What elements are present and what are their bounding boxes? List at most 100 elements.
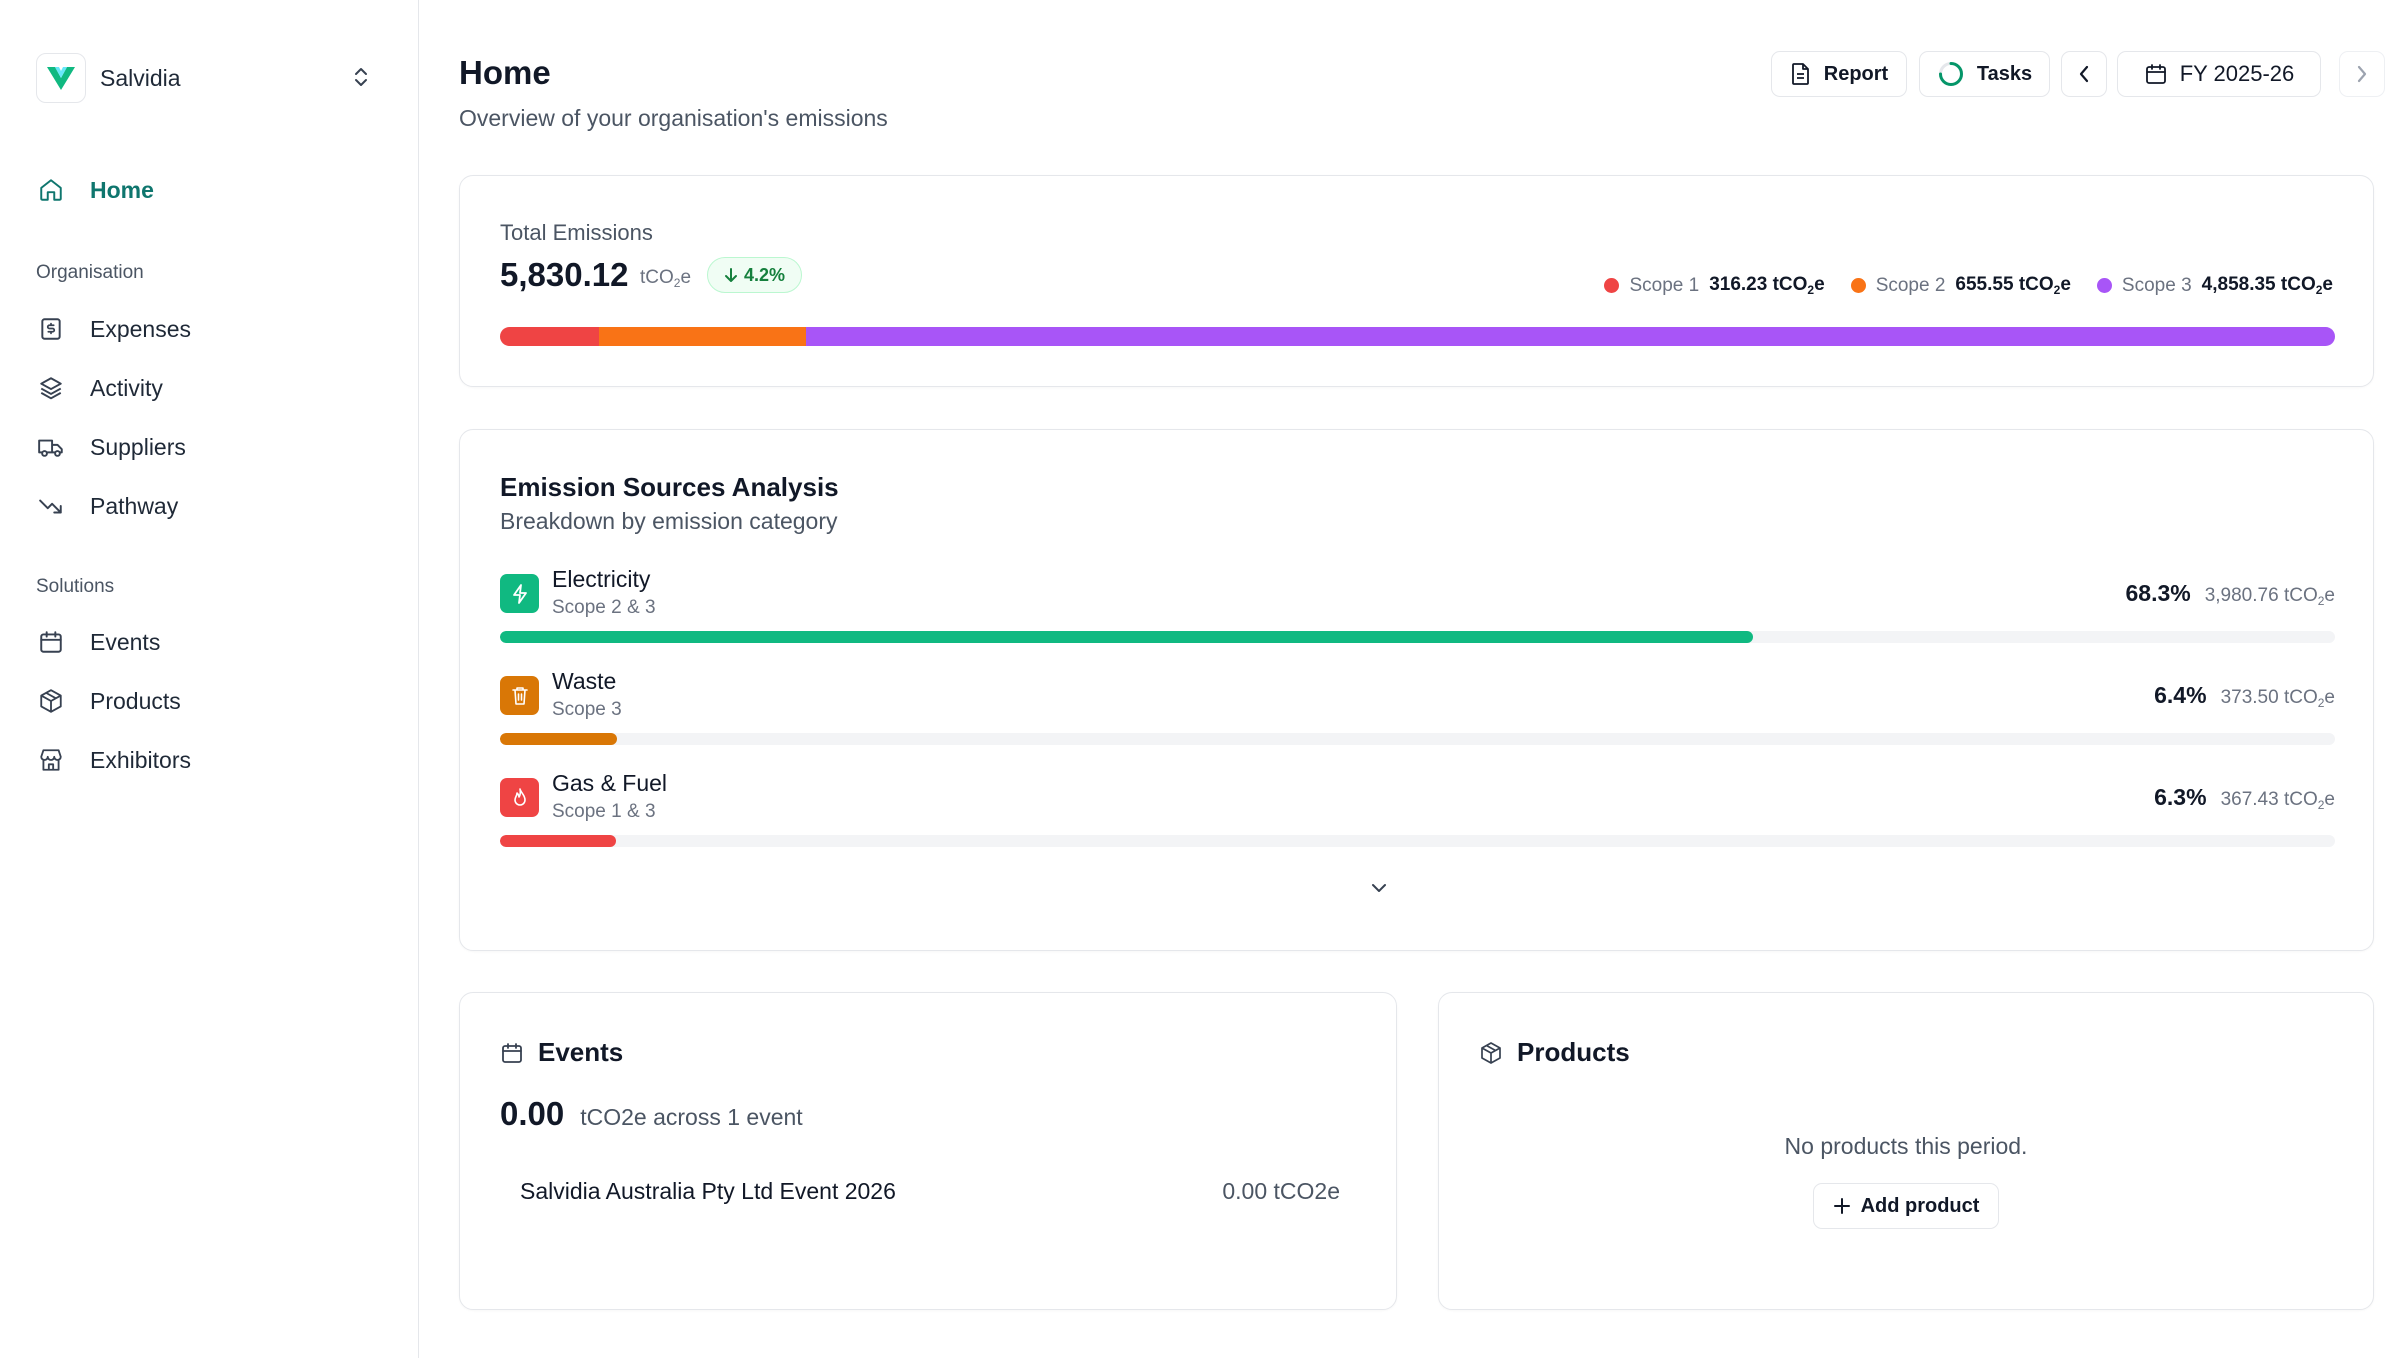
source-name: Waste xyxy=(552,668,617,694)
sidebar-item-products[interactable]: Products xyxy=(36,679,181,723)
source-row-gas-fuel[interactable]: Gas & Fuel Scope 1 & 3 6.3% 367.43 tCO2e xyxy=(500,770,2335,860)
legend-name: Scope 2 xyxy=(1875,274,1946,296)
store-icon xyxy=(36,745,66,775)
package-icon xyxy=(36,686,66,716)
legend-name: Scope 1 xyxy=(1629,274,1700,296)
event-row[interactable]: Salvidia Australia Pty Ltd Event 2026 0.… xyxy=(520,1178,1340,1205)
source-progress-track xyxy=(500,733,2335,745)
events-total: 0.00 tCO2e across 1 event xyxy=(500,1095,803,1133)
source-name: Gas & Fuel xyxy=(552,770,668,796)
page-subtitle: Overview of your organisation's emission… xyxy=(459,105,888,131)
receipt-icon xyxy=(36,314,66,344)
prev-period-button[interactable] xyxy=(2061,51,2107,97)
next-period-button[interactable] xyxy=(2339,51,2385,97)
source-percent: 6.4% xyxy=(2154,682,2207,708)
source-amount: 367.43 tCO2e xyxy=(2220,789,2335,812)
sidebar: Salvidia Home Organisation Expenses Acti… xyxy=(0,0,419,1358)
source-row-electricity[interactable]: Electricity Scope 2 & 3 68.3% 3,980.76 t… xyxy=(500,566,2335,656)
tasks-label: Tasks xyxy=(1976,62,2033,85)
calendar-icon xyxy=(36,627,66,657)
legend-scope-2: Scope 2 655.55 tCO2e xyxy=(1850,274,2071,297)
scope-3-dot xyxy=(2096,278,2112,293)
total-emissions-label: Total Emissions xyxy=(500,220,653,245)
period-selector[interactable]: FY 2025-26 xyxy=(2117,51,2321,97)
legend-name: Scope 3 xyxy=(2121,274,2192,296)
chevron-right-icon xyxy=(2355,64,2369,84)
sidebar-item-label: Events xyxy=(90,628,161,655)
source-scope: Scope 2 & 3 xyxy=(552,597,656,618)
total-emissions-value: 5,830.12 xyxy=(500,256,629,293)
sidebar-item-label: Activity xyxy=(90,374,163,401)
report-button[interactable]: Report xyxy=(1771,51,1907,97)
sidebar-item-home[interactable]: Home xyxy=(36,168,154,212)
legend-value: 655.55 tCO2e xyxy=(1955,274,2071,297)
sidebar-item-label: Home xyxy=(90,176,154,203)
package-icon xyxy=(1479,1041,1517,1065)
emission-sources-card: Emission Sources Analysis Breakdown by e… xyxy=(459,429,2374,951)
salvidia-logo xyxy=(36,53,86,103)
events-title: Events xyxy=(538,1037,624,1067)
source-progress-track xyxy=(500,631,2335,643)
legend-value: 316.23 tCO2e xyxy=(1709,274,1825,297)
scope-stacked-bar xyxy=(500,327,2335,346)
products-card: Products No products this period. Add pr… xyxy=(1438,992,2374,1310)
total-emissions-card: Total Emissions 5,830.12 tCO2e 4.2% Scop… xyxy=(459,175,2374,387)
chevrons-up-down-icon xyxy=(350,64,372,90)
page-title: Home xyxy=(459,54,551,91)
products-card-title: Products xyxy=(1479,1037,1630,1068)
source-stats: 68.3% 3,980.76 tCO2e xyxy=(2125,580,2335,608)
sidebar-item-label: Exhibitors xyxy=(90,746,191,773)
file-text-icon xyxy=(1790,62,1824,86)
legend-scope-1: Scope 1 316.23 tCO2e xyxy=(1604,274,1825,297)
sidebar-item-events[interactable]: Events xyxy=(36,620,160,664)
products-empty-text: No products this period. xyxy=(1784,1133,2028,1159)
arrow-down-icon xyxy=(724,267,744,283)
add-product-button[interactable]: Add product xyxy=(1813,1183,1999,1229)
chevron-left-icon xyxy=(2077,64,2091,84)
sources-title: Emission Sources Analysis xyxy=(500,472,839,502)
source-scope: Scope 3 xyxy=(552,699,622,720)
trend-badge: 4.2% xyxy=(707,257,803,293)
calendar-icon xyxy=(500,1041,538,1065)
source-name: Electricity xyxy=(552,566,651,592)
sidebar-item-label: Expenses xyxy=(90,315,192,342)
sidebar-item-label: Pathway xyxy=(90,492,179,519)
sidebar-item-suppliers[interactable]: Suppliers xyxy=(36,425,186,469)
tasks-button[interactable]: Tasks xyxy=(1919,51,2050,97)
scope-3-segment xyxy=(805,327,2335,346)
events-total-value: 0.00 xyxy=(500,1095,565,1132)
sidebar-item-label: Suppliers xyxy=(90,433,186,460)
sources-subtitle: Breakdown by emission category xyxy=(500,508,838,534)
sidebar-item-pathway[interactable]: Pathway xyxy=(36,484,178,528)
expand-sources-button[interactable] xyxy=(1367,878,1391,898)
source-row-waste[interactable]: Waste Scope 3 6.4% 373.50 tCO2e xyxy=(500,668,2335,758)
sidebar-item-exhibitors[interactable]: Exhibitors xyxy=(36,738,191,782)
truck-icon xyxy=(36,432,66,462)
source-progress-fill xyxy=(500,631,1754,643)
plus-icon xyxy=(1833,1197,1861,1215)
sidebar-item-activity[interactable]: Activity xyxy=(36,366,163,410)
calendar-icon xyxy=(2144,62,2180,86)
trash-icon xyxy=(500,676,539,715)
events-card: Events 0.00 tCO2e across 1 event Salvidi… xyxy=(459,992,1397,1310)
source-amount: 373.50 tCO2e xyxy=(2220,687,2335,710)
source-amount: 3,980.76 tCO2e xyxy=(2204,585,2335,608)
scope-1-dot xyxy=(1604,278,1620,293)
add-product-label: Add product xyxy=(1860,1194,1980,1217)
scope-legend: Scope 1 316.23 tCO2e Scope 2 655.55 tCO2… xyxy=(1578,274,2333,297)
org-switcher[interactable]: Salvidia xyxy=(36,50,384,106)
products-title: Products xyxy=(1517,1037,1630,1067)
source-percent: 68.3% xyxy=(2125,580,2191,606)
sidebar-item-label: Products xyxy=(90,687,181,714)
progress-ring-icon xyxy=(1937,60,1977,88)
events-total-desc: tCO2e across 1 event xyxy=(580,1104,803,1130)
scope-2-dot xyxy=(1850,278,1866,293)
home-icon xyxy=(36,175,66,205)
trend-value: 4.2% xyxy=(744,264,786,285)
source-stats: 6.4% 373.50 tCO2e xyxy=(2154,682,2335,710)
legend-value: 4,858.35 tCO2e xyxy=(2201,274,2333,297)
scope-2-segment xyxy=(599,327,806,346)
chevron-down-icon xyxy=(1367,878,1391,898)
scope-1-segment xyxy=(500,327,600,346)
sidebar-item-expenses[interactable]: Expenses xyxy=(36,307,191,351)
